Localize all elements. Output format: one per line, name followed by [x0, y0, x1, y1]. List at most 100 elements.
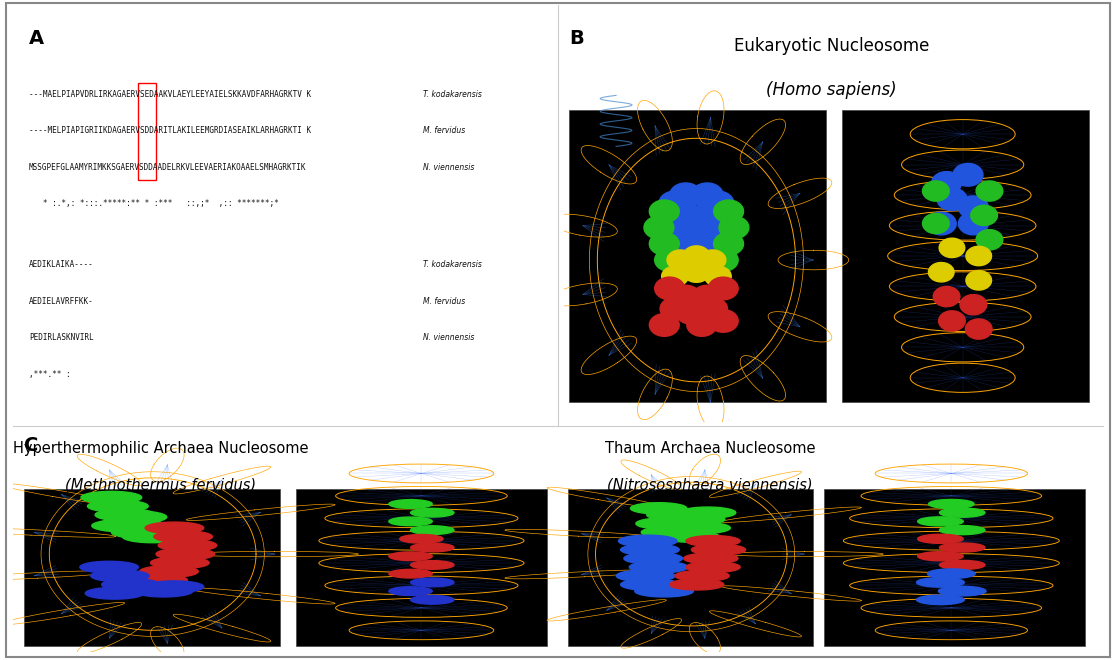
Polygon shape: [411, 508, 454, 517]
Polygon shape: [709, 249, 738, 271]
Polygon shape: [929, 500, 974, 509]
Polygon shape: [670, 579, 724, 590]
Polygon shape: [106, 511, 166, 523]
Bar: [297, 488, 547, 645]
Polygon shape: [929, 263, 954, 282]
Polygon shape: [134, 585, 193, 597]
Polygon shape: [691, 203, 723, 228]
Polygon shape: [671, 285, 701, 308]
Polygon shape: [713, 200, 743, 222]
Polygon shape: [620, 579, 680, 591]
Polygon shape: [90, 570, 150, 581]
Polygon shape: [937, 188, 966, 211]
Polygon shape: [388, 587, 432, 595]
Polygon shape: [100, 517, 162, 530]
Polygon shape: [667, 250, 694, 270]
Bar: [843, 110, 1088, 402]
Polygon shape: [675, 570, 730, 581]
Polygon shape: [80, 561, 138, 573]
Polygon shape: [953, 164, 983, 186]
Polygon shape: [631, 503, 687, 514]
Text: N. viennensis: N. viennensis: [423, 162, 474, 172]
Polygon shape: [966, 271, 992, 290]
Polygon shape: [923, 181, 950, 201]
Polygon shape: [140, 566, 199, 578]
Text: A: A: [29, 28, 45, 48]
Polygon shape: [917, 517, 963, 526]
Polygon shape: [388, 552, 432, 560]
Polygon shape: [923, 213, 950, 234]
Polygon shape: [616, 570, 675, 581]
Polygon shape: [154, 531, 212, 543]
Polygon shape: [709, 277, 738, 300]
Polygon shape: [940, 543, 985, 552]
Polygon shape: [959, 212, 989, 235]
Text: N. viennensis: N. viennensis: [423, 333, 474, 342]
Polygon shape: [676, 302, 706, 324]
Text: Eukaryotic Nucleosome: Eukaryotic Nucleosome: [733, 37, 930, 55]
Polygon shape: [102, 579, 161, 591]
Polygon shape: [411, 560, 454, 570]
Polygon shape: [698, 298, 728, 320]
Text: M. fervidus: M. fervidus: [423, 296, 465, 306]
Text: (Nitrososphaera viennensis): (Nitrososphaera viennensis): [607, 478, 812, 493]
Polygon shape: [644, 216, 674, 239]
Polygon shape: [696, 232, 729, 256]
Polygon shape: [960, 294, 987, 315]
Text: ----MELPIAPIGRIIKDAGAERVSDDARITLAKILEEMGRDIASEAIKLARHAGRKTI K: ----MELPIAPIGRIIKDAGAERVSDDARITLAKILEEMG…: [29, 126, 311, 135]
Polygon shape: [976, 230, 1003, 250]
Polygon shape: [686, 314, 716, 337]
Polygon shape: [635, 585, 693, 597]
Text: (Homo sapiens): (Homo sapiens): [766, 81, 897, 100]
Polygon shape: [940, 525, 985, 535]
Polygon shape: [388, 570, 432, 578]
Polygon shape: [411, 578, 454, 587]
Polygon shape: [683, 246, 710, 266]
Polygon shape: [400, 535, 443, 543]
Polygon shape: [670, 183, 702, 207]
Polygon shape: [708, 207, 739, 232]
Polygon shape: [112, 526, 172, 539]
Polygon shape: [940, 560, 985, 570]
Polygon shape: [959, 196, 989, 218]
Polygon shape: [940, 508, 985, 517]
Text: MSSGPEFGLAAMYRIMKKSGAERVSDDAADELRKVLEEVAERIAKOAAELSMHAGRKTIK: MSSGPEFGLAAMYRIMKKSGAERVSDDAADELRKVLEEVA…: [29, 162, 307, 172]
Polygon shape: [388, 500, 432, 508]
Polygon shape: [411, 595, 454, 604]
Polygon shape: [629, 561, 687, 573]
Polygon shape: [145, 581, 204, 593]
Text: PEDIRLASKNVIRL: PEDIRLASKNVIRL: [29, 333, 94, 342]
Polygon shape: [624, 552, 683, 564]
Polygon shape: [691, 183, 723, 207]
Text: M. fervidus: M. fervidus: [423, 126, 465, 135]
Polygon shape: [663, 531, 720, 543]
Polygon shape: [686, 562, 740, 573]
Polygon shape: [702, 220, 734, 244]
Text: C: C: [25, 436, 39, 455]
Polygon shape: [411, 543, 454, 552]
Polygon shape: [917, 552, 963, 561]
Polygon shape: [692, 285, 722, 308]
Text: T. kodakarensis: T. kodakarensis: [423, 90, 482, 98]
Polygon shape: [939, 311, 965, 331]
Polygon shape: [680, 507, 735, 518]
Polygon shape: [650, 314, 680, 337]
Polygon shape: [681, 220, 712, 244]
Bar: [824, 488, 1085, 645]
Text: AEDIKLAIKA----: AEDIKLAIKA----: [29, 260, 94, 269]
Polygon shape: [965, 319, 992, 339]
Polygon shape: [388, 517, 432, 526]
Polygon shape: [145, 522, 204, 534]
Text: (Methnothermus fervidus): (Methnothermus fervidus): [65, 478, 256, 493]
Polygon shape: [713, 232, 743, 255]
Text: T. kodakarensis: T. kodakarensis: [423, 260, 482, 269]
Polygon shape: [704, 266, 731, 286]
Polygon shape: [411, 526, 454, 535]
Bar: [569, 110, 826, 402]
Polygon shape: [655, 277, 684, 300]
Polygon shape: [650, 232, 680, 255]
Polygon shape: [670, 203, 702, 228]
Polygon shape: [916, 578, 964, 587]
Polygon shape: [158, 539, 217, 551]
Text: Hyperthermophilic Archaea Nucleosome: Hyperthermophilic Archaea Nucleosome: [12, 441, 308, 456]
